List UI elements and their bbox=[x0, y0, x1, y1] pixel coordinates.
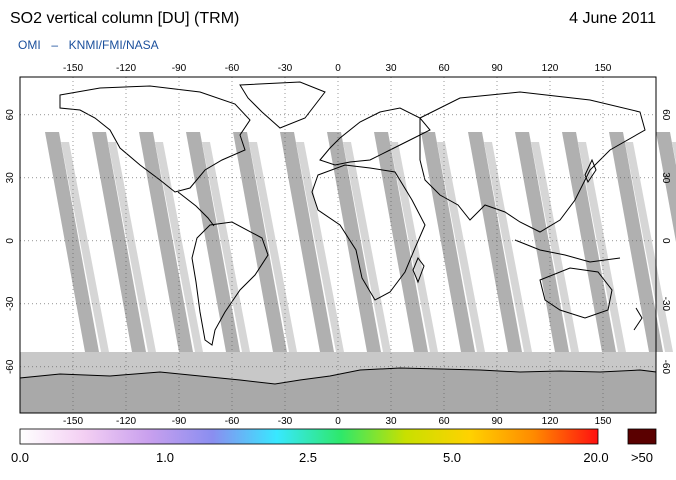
coast-south-america bbox=[191, 221, 269, 346]
latitude-ticks-left: 60 30 0 -30 -60 bbox=[5, 109, 16, 374]
lon-tick-label-bottom: 120 bbox=[542, 416, 559, 427]
lon-tick-label-top: -120 bbox=[116, 63, 136, 74]
lat-tick-label-left: -60 bbox=[5, 359, 16, 374]
colorbar-label-0: 0.0 bbox=[10, 450, 30, 465]
swath-edge bbox=[672, 142, 676, 163]
coast-japan bbox=[584, 158, 597, 184]
coast-central-america bbox=[177, 191, 215, 227]
graticule bbox=[20, 77, 656, 413]
coast-north-america bbox=[59, 85, 251, 193]
lon-tick-label-top: -150 bbox=[63, 63, 83, 74]
lon-tick-label-top: -60 bbox=[225, 63, 240, 74]
lon-tick-label-bottom: 60 bbox=[438, 416, 450, 427]
colorbar-label-2: 2.5 bbox=[298, 450, 318, 465]
orbit-swaths bbox=[45, 132, 676, 352]
swath-edge bbox=[249, 142, 297, 352]
coast-australia bbox=[539, 267, 613, 319]
swath-gap bbox=[656, 132, 676, 242]
swath-edge bbox=[390, 142, 438, 352]
lon-tick-label-bottom: -120 bbox=[116, 416, 136, 427]
swath-edge bbox=[108, 142, 156, 352]
swath-gap bbox=[468, 132, 522, 352]
lat-tick-label-left: 0 bbox=[5, 238, 16, 244]
map-title: SO2 vertical column [DU] (TRM) bbox=[10, 10, 240, 27]
coast-africa bbox=[311, 164, 426, 301]
coast-indonesia bbox=[514, 239, 621, 263]
lon-tick-label-top: -30 bbox=[278, 63, 293, 74]
lat-tick-label-right: 60 bbox=[660, 109, 671, 121]
swath-gap bbox=[562, 132, 616, 352]
data-source: OMI – KNMI/FMI/NASA bbox=[18, 38, 159, 52]
swath-gap bbox=[186, 132, 240, 352]
map-date: 4 June 2011 bbox=[569, 10, 656, 27]
coast-new-zealand bbox=[633, 307, 643, 331]
lat-tick-label-left: 60 bbox=[5, 109, 16, 121]
lon-tick-label-bottom: -90 bbox=[172, 416, 187, 427]
longitude-ticks-top: -150 -120 -90 -60 -30 0 30 60 90 120 150 bbox=[63, 63, 612, 74]
swath-edge bbox=[625, 142, 673, 352]
swath-edge bbox=[531, 142, 579, 352]
colorbar-label-1: 1.0 bbox=[155, 450, 175, 465]
lat-tick-label-right: 30 bbox=[660, 172, 671, 184]
lon-tick-label-bottom: 30 bbox=[385, 416, 397, 427]
coast-madagascar bbox=[412, 257, 425, 284]
lon-tick-label-bottom: 90 bbox=[491, 416, 503, 427]
swath-edge bbox=[343, 142, 391, 352]
lon-tick-label-top: 150 bbox=[595, 63, 612, 74]
lon-tick-label-top: -90 bbox=[172, 63, 187, 74]
swath-gap bbox=[327, 132, 381, 352]
swath-gap bbox=[45, 132, 99, 352]
colorbar-overflow-swatch bbox=[627, 428, 657, 445]
lon-tick-label-bottom: 0 bbox=[335, 416, 341, 427]
colorbar-label-4: 20.0 bbox=[583, 450, 609, 465]
colorbar-label-3: 5.0 bbox=[442, 450, 462, 465]
lat-tick-label-right: -30 bbox=[660, 297, 671, 312]
swath-edge bbox=[61, 142, 109, 352]
map-frame bbox=[19, 76, 657, 414]
swath-edge bbox=[484, 142, 532, 352]
longitude-ticks-bottom: -150 -120 -90 -60 -30 0 30 60 90 120 150 bbox=[63, 416, 612, 427]
lon-tick-label-bottom: -30 bbox=[278, 416, 293, 427]
lon-tick-label-top: 120 bbox=[542, 63, 559, 74]
lat-tick-label-left: 30 bbox=[5, 172, 16, 184]
source-instrument: OMI bbox=[18, 38, 41, 52]
swath-edge bbox=[437, 142, 485, 352]
lat-tick-label-right: 0 bbox=[660, 238, 671, 244]
lon-tick-label-bottom: -150 bbox=[63, 416, 83, 427]
lon-tick-label-top: 90 bbox=[491, 63, 503, 74]
swath-gap bbox=[233, 132, 287, 352]
swath-edge bbox=[155, 142, 203, 352]
lon-tick-label-top: 0 bbox=[335, 63, 341, 74]
source-institutes: KNMI/FMI/NASA bbox=[68, 38, 159, 52]
lat-tick-label-left: -30 bbox=[5, 296, 16, 311]
lon-tick-label-bottom: 150 bbox=[595, 416, 612, 427]
coast-greenland bbox=[239, 81, 326, 129]
swath-gap bbox=[609, 132, 663, 352]
lon-tick-label-bottom: -60 bbox=[225, 416, 240, 427]
swath-gap bbox=[139, 132, 193, 352]
lat-tick-label-right: -60 bbox=[660, 360, 671, 375]
latitude-ticks-right: 60 30 0 -30 -60 bbox=[660, 109, 671, 374]
colorbar-label-overflow: >50 bbox=[630, 450, 654, 465]
swath-gap bbox=[421, 132, 475, 352]
swath-edge bbox=[296, 142, 344, 352]
swath-gap bbox=[374, 132, 428, 352]
lon-tick-label-top: 30 bbox=[385, 63, 397, 74]
swath-edge bbox=[202, 142, 250, 352]
swath-edge bbox=[578, 142, 626, 352]
coast-europe bbox=[319, 107, 431, 166]
lon-tick-label-top: 60 bbox=[438, 63, 450, 74]
swath-gap bbox=[280, 132, 334, 352]
swath-gap bbox=[92, 132, 146, 352]
source-separator: – bbox=[51, 38, 59, 52]
colorbar-gradient bbox=[19, 428, 599, 445]
swath-gap bbox=[515, 132, 569, 352]
